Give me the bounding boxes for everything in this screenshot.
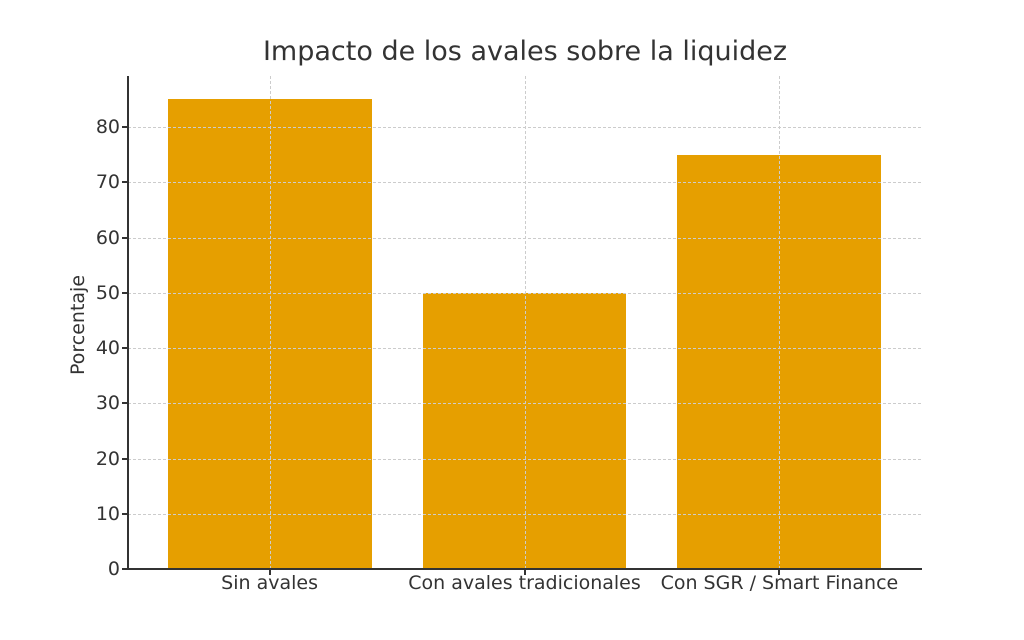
y-axis-label: Porcentaje <box>67 274 89 376</box>
gridline-horizontal <box>128 458 921 460</box>
y-tick-mark <box>122 402 128 405</box>
y-tick-mark <box>122 457 128 460</box>
y-tick-label: 70 <box>95 171 120 194</box>
y-tick-label: 50 <box>95 281 120 304</box>
y-tick-mark <box>122 291 128 294</box>
y-tick-mark <box>122 347 128 350</box>
gridline-horizontal <box>128 513 921 515</box>
bar <box>677 154 882 569</box>
gridline-horizontal <box>128 348 921 350</box>
plot-area <box>128 76 921 569</box>
y-tick-label: 0 <box>107 558 120 580</box>
y-tick-label: 60 <box>95 226 120 249</box>
gridline-horizontal <box>128 403 921 405</box>
gridline-vertical <box>779 76 781 569</box>
x-tick-mark <box>523 569 526 575</box>
bar <box>422 292 627 569</box>
gridline-vertical <box>524 76 526 569</box>
x-tick-label: Sin avales <box>221 572 319 594</box>
y-tick-label: 10 <box>95 502 120 525</box>
gridline-horizontal <box>128 292 921 294</box>
y-tick-label: 20 <box>95 447 120 470</box>
y-tick-label: 40 <box>95 337 120 360</box>
y-tick-label: 80 <box>95 116 120 139</box>
chart-title: Impacto de los avales sobre la liquidez <box>262 36 788 67</box>
x-tick-label: Con avales tradicionales <box>408 572 641 594</box>
y-tick-label: 30 <box>95 392 120 415</box>
gridline-horizontal <box>128 237 921 239</box>
y-tick-mark <box>122 126 128 129</box>
gridline-vertical <box>269 76 271 569</box>
gridline-horizontal <box>128 127 921 129</box>
y-tick-mark <box>122 236 128 239</box>
y-axis-line <box>127 76 129 570</box>
x-tick-mark <box>268 569 271 575</box>
x-tick-mark <box>778 569 781 575</box>
x-tick-label: Con SGR / Smart Finance <box>660 572 899 594</box>
gridline-horizontal <box>128 182 921 184</box>
y-tick-mark <box>122 568 128 570</box>
y-tick-mark <box>122 181 128 184</box>
y-tick-mark <box>122 512 128 515</box>
